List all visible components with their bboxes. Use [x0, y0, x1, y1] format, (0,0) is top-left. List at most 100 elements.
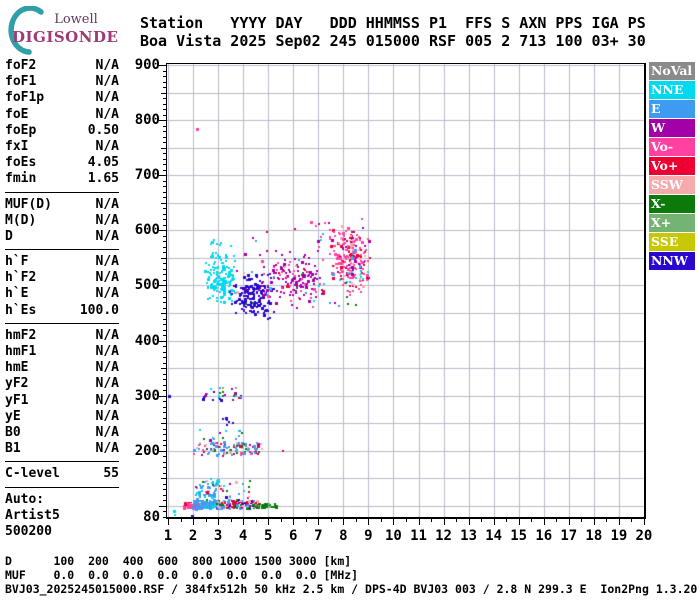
x-axis-tick: [330, 519, 332, 522]
y-axis-tick: [163, 136, 166, 138]
header-station-values: Boa Vista 2025 Sep02 245 015000 RSF 005 …: [140, 32, 646, 50]
y-axis-tick: [163, 164, 166, 166]
y-axis-tick: [163, 489, 166, 491]
y-axis-tick: [163, 186, 166, 188]
y-axis-tick: [163, 467, 166, 469]
y-axis-tick: [163, 472, 166, 474]
param-value: 1.65: [87, 171, 119, 187]
y-axis-tick: [159, 340, 166, 342]
x-axis-label: 5: [263, 528, 273, 544]
y-axis-label: 200: [134, 442, 160, 459]
y-axis-tick: [159, 175, 166, 177]
y-axis-tick: [163, 219, 166, 221]
param-row: foF1 N/A: [5, 74, 119, 90]
y-axis-tick: [159, 395, 166, 397]
param-label: yF1: [5, 392, 29, 408]
y-axis-tick: [159, 230, 166, 232]
param-label: fmin: [5, 171, 37, 187]
param-value: N/A: [95, 344, 119, 359]
panel-separator: [5, 322, 119, 324]
param-row: B0 N/A: [5, 425, 119, 441]
legend-item-noval: NoVal: [649, 62, 695, 80]
x-axis-label: 8: [339, 528, 348, 544]
y-axis-tick: [163, 208, 166, 210]
x-axis-tick: [355, 519, 357, 522]
y-axis-tick: [163, 445, 166, 447]
legend-item-w: W: [649, 119, 695, 137]
y-axis-tick: [163, 191, 166, 193]
param-value: N/A: [95, 138, 119, 154]
y-axis-tick: [161, 423, 166, 425]
y-axis-tick: [163, 268, 166, 270]
logo-text-lowell: Lowell: [54, 12, 98, 27]
lowell-digisonde-logo: Lowell DIGISONDE: [6, 4, 136, 56]
x-axis-label: 11: [410, 528, 427, 544]
y-axis-tick: [163, 428, 166, 430]
y-axis-tick: [163, 401, 166, 403]
y-axis-tick: [163, 169, 166, 171]
panel-separator: [5, 486, 119, 488]
param-value: N/A: [95, 74, 119, 90]
x-axis-label: 6: [289, 528, 298, 544]
y-axis-tick: [161, 368, 166, 370]
y-axis-label: 900: [134, 57, 160, 74]
y-axis-tick: [163, 483, 166, 485]
param-row: C-level 55: [5, 466, 119, 482]
param-value: N/A: [95, 286, 119, 302]
y-axis-tick: [163, 511, 166, 513]
x-axis-tick: [568, 519, 570, 525]
x-axis-tick: [481, 519, 483, 522]
y-axis-label: 800: [134, 112, 160, 129]
y-axis-tick: [161, 257, 166, 259]
x-axis-tick: [255, 519, 257, 522]
y-axis-tick: [163, 384, 166, 386]
param-label: hmF2: [5, 327, 37, 343]
y-axis-tick: [163, 76, 166, 78]
y-axis-tick: [163, 373, 166, 375]
param-value: 100.0: [79, 302, 119, 318]
y-axis-tick: [163, 131, 166, 133]
y-axis-tick: [163, 213, 166, 215]
ionogram-scatter-canvas: [167, 64, 644, 517]
x-axis-tick: [593, 519, 595, 525]
y-axis-tick: [159, 505, 166, 507]
param-row: fmin 1.65: [5, 171, 119, 187]
legend-item-vo: Vo-: [649, 138, 695, 156]
x-axis-tick: [280, 519, 282, 522]
y-axis-tick: [163, 180, 166, 182]
param-value: 4.05: [87, 155, 119, 171]
param-row: fxI N/A: [5, 139, 119, 155]
param-row: h`Es 100.0: [5, 303, 119, 319]
x-axis-tick: [443, 519, 445, 525]
param-row: h`F N/A: [5, 254, 119, 270]
param-label: B0: [5, 424, 21, 440]
x-axis-label: 20: [635, 528, 653, 544]
x-axis-tick: [518, 519, 520, 525]
x-axis-label: 17: [560, 528, 578, 544]
param-value: 0.50: [87, 122, 119, 138]
x-axis-tick: [581, 519, 583, 522]
y-axis-tick: [163, 125, 166, 127]
y-axis-tick: [163, 87, 166, 89]
param-row: yF2 N/A: [5, 376, 119, 392]
legend-item-vo: Vo+: [649, 157, 695, 175]
y-axis-tick: [163, 241, 166, 243]
x-axis-label: 15: [510, 528, 528, 544]
footer-file-info-row: BVJ03_2025245015000.RSF / 384fx512h 50 k…: [5, 582, 698, 596]
x-axis-tick: [431, 519, 433, 522]
y-axis-tick: [163, 197, 166, 199]
legend-item-nnw: NNW: [649, 252, 695, 270]
x-axis-label: 10: [385, 528, 402, 544]
doppler-direction-legend: NoVal NNE E W Vo- Vo+ SSW X- X+ SSE NNW: [649, 62, 695, 271]
y-axis-tick: [159, 65, 166, 67]
panel-separator: [5, 249, 119, 251]
x-axis-tick: [193, 519, 195, 525]
y-axis-label: 500: [134, 277, 160, 294]
x-axis-tick: [368, 519, 370, 525]
param-label: h`F: [5, 254, 29, 270]
y-axis-label: 400: [134, 332, 160, 349]
y-axis-tick: [163, 335, 166, 337]
y-axis-tick: [163, 153, 166, 155]
param-value: N/A: [95, 360, 119, 376]
